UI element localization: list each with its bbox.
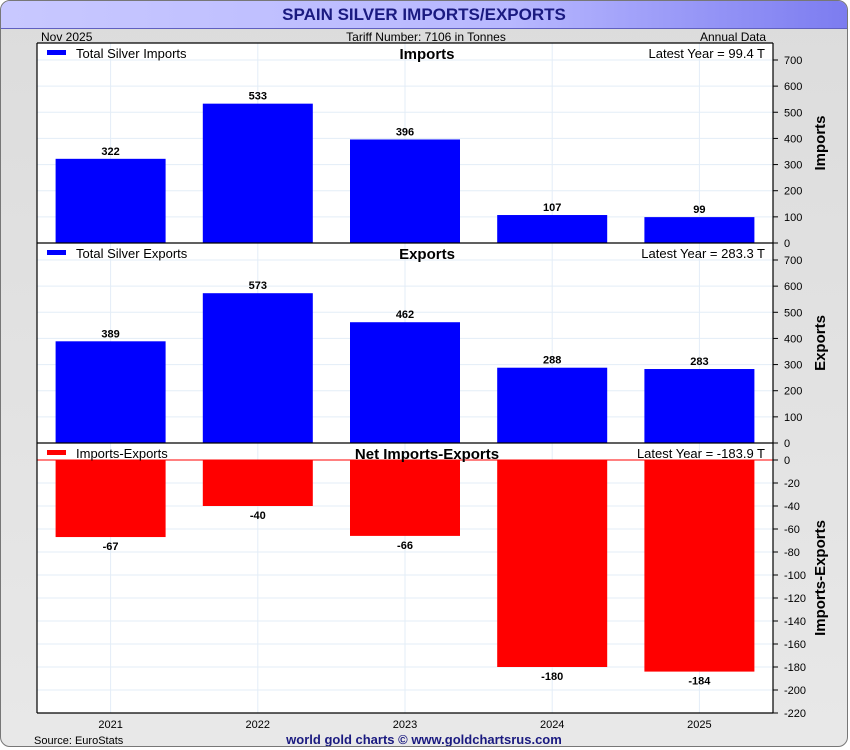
y-axis-title: Imports bbox=[812, 115, 829, 170]
bar-2023 bbox=[350, 139, 460, 243]
x-tick-label: 2023 bbox=[393, 719, 417, 731]
bar-2022 bbox=[202, 293, 313, 443]
legend-swatch bbox=[47, 50, 66, 55]
data-label: 389 bbox=[101, 328, 119, 340]
bar-2022 bbox=[202, 460, 313, 506]
y-tick-label: -80 bbox=[784, 547, 800, 559]
y-tick-label: 200 bbox=[784, 186, 802, 198]
y-tick-label: -100 bbox=[784, 570, 806, 582]
data-label: -40 bbox=[250, 510, 266, 522]
data-label: 573 bbox=[249, 280, 267, 292]
legend-swatch bbox=[47, 250, 66, 255]
y-tick-label: 700 bbox=[784, 55, 802, 67]
panel-title: Exports bbox=[399, 246, 455, 263]
y-axis-title: Imports-Exports bbox=[812, 520, 829, 636]
y-tick-label: -160 bbox=[784, 639, 806, 651]
data-label: 322 bbox=[101, 146, 119, 158]
y-tick-label: -60 bbox=[784, 524, 800, 536]
title-bar: SPAIN SILVER IMPORTS/EXPORTS bbox=[1, 1, 847, 29]
y-tick-label: -140 bbox=[784, 616, 806, 628]
data-label: -67 bbox=[103, 541, 119, 553]
y-tick-label: -40 bbox=[784, 501, 800, 513]
y-tick-label: -200 bbox=[784, 685, 806, 697]
data-label: 288 bbox=[543, 355, 561, 367]
data-label: -66 bbox=[397, 540, 413, 552]
data-label: 283 bbox=[690, 356, 708, 368]
data-label: 533 bbox=[249, 91, 267, 103]
y-tick-label: 0 bbox=[784, 238, 790, 250]
bar-2025 bbox=[644, 369, 755, 443]
data-label: 396 bbox=[396, 126, 414, 138]
data-label: 462 bbox=[396, 309, 414, 321]
bar-2025 bbox=[644, 460, 755, 672]
data-label: -180 bbox=[541, 671, 563, 683]
bar-2022 bbox=[202, 103, 313, 243]
x-tick-label: 2024 bbox=[540, 719, 564, 731]
bar-2021 bbox=[55, 460, 166, 538]
bar-2024 bbox=[497, 215, 608, 243]
y-tick-label: 300 bbox=[784, 160, 802, 172]
y-tick-label: -120 bbox=[784, 593, 806, 605]
date-label: Nov 2025 bbox=[41, 30, 93, 44]
y-tick-label: 500 bbox=[784, 307, 802, 319]
bar-2021 bbox=[55, 341, 166, 443]
y-axis-title: Exports bbox=[812, 315, 829, 371]
data-label: -184 bbox=[688, 676, 711, 688]
x-tick-label: 2021 bbox=[98, 719, 122, 731]
legend-swatch bbox=[47, 450, 66, 455]
y-tick-label: -180 bbox=[784, 662, 806, 674]
panel-title: Net Imports-Exports bbox=[355, 446, 499, 463]
y-tick-label: 600 bbox=[784, 81, 802, 93]
tariff-label: Tariff Number: 7106 in Tonnes bbox=[346, 30, 506, 44]
y-tick-label: 200 bbox=[784, 386, 802, 398]
source-label: Source: EuroStats bbox=[34, 735, 124, 747]
y-tick-label: 100 bbox=[784, 212, 802, 224]
legend-label: Total Silver Exports bbox=[76, 246, 188, 261]
x-tick-label: 2022 bbox=[246, 719, 270, 731]
x-tick-label: 2025 bbox=[687, 719, 711, 731]
y-tick-label: 400 bbox=[784, 333, 802, 345]
data-label: 107 bbox=[543, 202, 561, 214]
bar-2025 bbox=[644, 217, 755, 243]
y-tick-label: 100 bbox=[784, 412, 802, 424]
bar-2021 bbox=[55, 158, 166, 243]
y-tick-label: 0 bbox=[784, 455, 790, 467]
bar-2023 bbox=[350, 460, 460, 536]
y-tick-label: 600 bbox=[784, 281, 802, 293]
latest-value-label: Latest Year = -183.9 T bbox=[637, 446, 765, 461]
y-tick-label: 0 bbox=[784, 438, 790, 450]
legend-label: Imports-Exports bbox=[76, 446, 168, 461]
bar-2024 bbox=[497, 367, 608, 443]
frequency-label: Annual Data bbox=[700, 30, 767, 44]
y-tick-label: 700 bbox=[784, 255, 802, 267]
y-tick-label: 300 bbox=[784, 360, 802, 372]
panel-title: Imports bbox=[399, 46, 454, 63]
y-tick-label: -220 bbox=[784, 708, 806, 720]
chart-title: SPAIN SILVER IMPORTS/EXPORTS bbox=[282, 5, 566, 24]
latest-value-label: Latest Year = 99.4 T bbox=[649, 46, 766, 61]
y-tick-label: 500 bbox=[784, 107, 802, 119]
credit-label: world gold charts © www.goldchartsrus.co… bbox=[286, 732, 562, 747]
latest-value-label: Latest Year = 283.3 T bbox=[641, 246, 765, 261]
legend-label: Total Silver Imports bbox=[76, 46, 187, 61]
y-tick-label: -20 bbox=[784, 478, 800, 490]
data-label: 99 bbox=[693, 204, 705, 216]
bar-2023 bbox=[350, 322, 460, 443]
bar-2024 bbox=[497, 460, 608, 667]
y-tick-label: 400 bbox=[784, 133, 802, 145]
